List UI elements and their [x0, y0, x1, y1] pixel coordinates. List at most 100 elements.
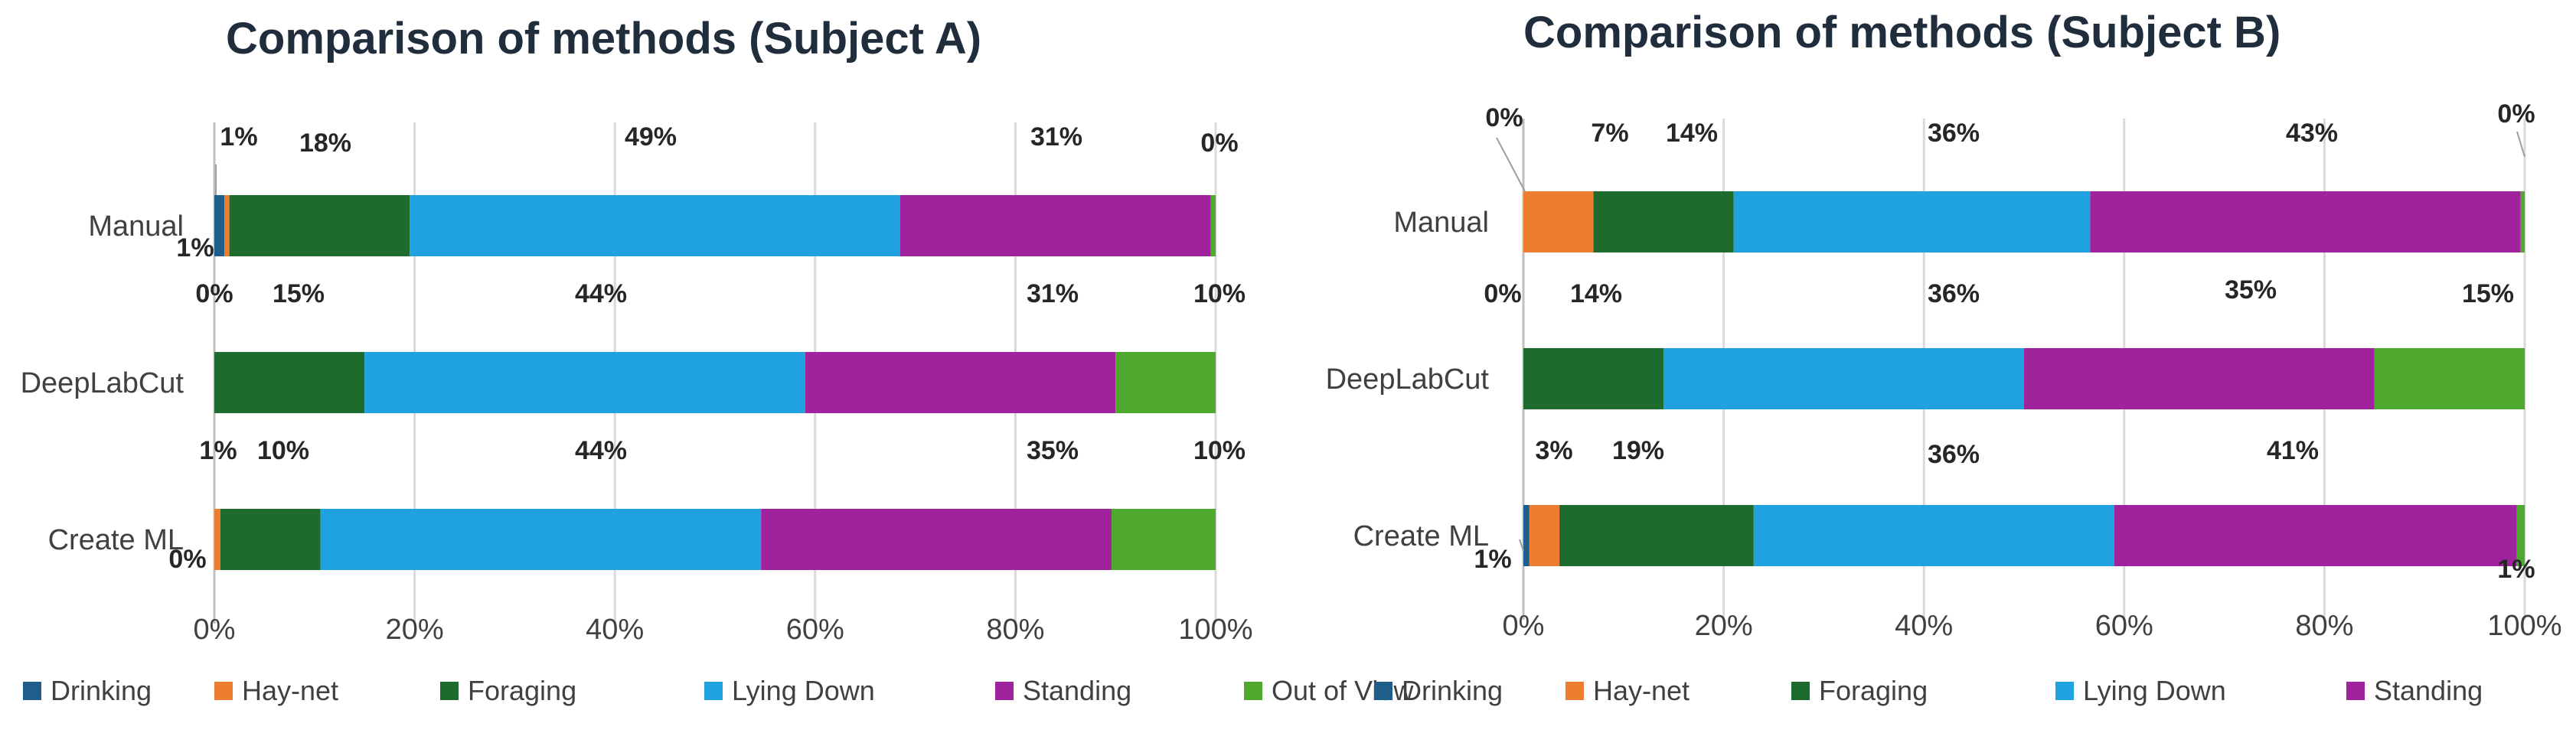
data-label: 15%: [273, 279, 325, 308]
chart-panel-subject-a: Comparison of methods (Subject A) 0% 20% 4…: [21, 14, 1415, 706]
bar-hay-net: [224, 195, 230, 256]
data-label: 31%: [1027, 279, 1079, 308]
chart-panel-subject-b: Comparison of methods (Subject B) 0% 20% 4…: [1326, 8, 2562, 706]
legend-swatch-drinking: [1374, 682, 1392, 700]
legend-label-foraging: Foraging: [1819, 675, 1928, 706]
legend-swatch-standing: [2346, 682, 2365, 700]
legend-label-drinking: Drinking: [1402, 675, 1503, 706]
x-tick-label: 100%: [1178, 614, 1252, 646]
x-tick-label: 60%: [2095, 610, 2153, 642]
data-label: 15%: [2462, 279, 2514, 308]
data-label: 35%: [2225, 275, 2277, 305]
bar-standing: [2114, 505, 2517, 566]
data-label: 0%: [1485, 103, 1523, 132]
data-label: 10%: [1193, 436, 1246, 465]
category-label: DeepLabCut: [21, 367, 184, 399]
bar-foraging: [1559, 505, 1754, 566]
bar-standing: [761, 509, 1112, 570]
data-label: 1%: [199, 436, 237, 465]
data-label: 10%: [257, 436, 309, 465]
data-label: 19%: [1612, 436, 1664, 465]
chart-title: Comparison of methods (Subject B): [1523, 8, 2281, 57]
legend-label-standing: Standing: [1023, 675, 1131, 706]
x-tick-label: 80%: [986, 614, 1044, 646]
legend-label-lying-down: Lying Down: [732, 675, 875, 706]
bar-drinking: [214, 195, 225, 256]
bar-lying-down: [1753, 505, 2114, 566]
category-label: Manual: [1393, 207, 1489, 239]
category-label: Manual: [88, 210, 184, 243]
data-label: 31%: [1030, 122, 1082, 151]
x-tick-label: 40%: [1895, 610, 1953, 642]
bar-foraging: [229, 195, 410, 256]
data-label: 0%: [2497, 99, 2535, 129]
bar-out-of-view: [2516, 505, 2525, 566]
data-label: 36%: [1928, 440, 1980, 469]
x-tick-label: 0%: [1503, 610, 1545, 642]
bar-lying-down: [1663, 348, 2024, 409]
x-tick-label: 80%: [2295, 610, 2353, 642]
bar-out-of-view: [1111, 509, 1216, 570]
legend-label-hay-net: Hay-net: [1593, 675, 1690, 706]
legend-swatch-hay-net: [214, 682, 233, 700]
bar-lying-down: [364, 352, 805, 413]
data-label: 41%: [2267, 436, 2319, 465]
bar-hay-net: [214, 509, 220, 570]
x-tick-label: 20%: [386, 614, 444, 646]
bar-standing: [2024, 348, 2375, 409]
category-label: Create ML: [48, 524, 184, 556]
chart-title: Comparison of methods (Subject A): [226, 14, 981, 64]
bar-foraging: [214, 352, 365, 413]
bar-foraging: [1593, 191, 1734, 252]
bar-drinking: [1523, 505, 1530, 566]
category-label: DeepLabCut: [1326, 363, 1490, 396]
data-label: 0%: [168, 545, 206, 574]
legend-swatch-lying-down: [704, 682, 723, 700]
data-label: 18%: [299, 129, 351, 158]
leader-line: [1519, 539, 1524, 552]
data-label: 49%: [625, 122, 677, 151]
x-tick-label: 0%: [194, 614, 236, 646]
legend-label-foraging: Foraging: [468, 675, 576, 706]
legend-swatch-out-of-view: [1244, 682, 1262, 700]
legend-swatch-foraging: [440, 682, 459, 700]
data-label: 43%: [2286, 119, 2338, 148]
data-label: 0%: [195, 279, 233, 308]
bar-lying-down: [320, 509, 762, 570]
x-tick-label: 60%: [786, 614, 844, 646]
data-label: 44%: [575, 279, 627, 308]
legend-label-hay-net: Hay-net: [242, 675, 338, 706]
data-label: 3%: [1535, 436, 1572, 465]
data-label: 0%: [1200, 129, 1238, 158]
bar-foraging: [1523, 348, 1664, 409]
bar-out-of-view: [2374, 348, 2525, 409]
legend-swatch-lying-down: [2055, 682, 2074, 700]
bar-lying-down: [410, 195, 900, 256]
legend-label-standing: Standing: [2374, 675, 2483, 706]
bar-hay-net: [1523, 191, 1594, 252]
legend-swatch-drinking: [23, 682, 41, 700]
x-tick-label: 100%: [2487, 610, 2561, 642]
bar-standing: [2090, 191, 2521, 252]
x-tick-label: 40%: [586, 614, 644, 646]
data-label: 14%: [1666, 119, 1718, 148]
data-label: 1%: [2497, 555, 2535, 584]
data-label: 7%: [1591, 119, 1628, 148]
category-label: Create ML: [1353, 520, 1489, 552]
legend-swatch-foraging: [1791, 682, 1810, 700]
bar-lying-down: [1733, 191, 2091, 252]
data-label: 44%: [575, 436, 627, 465]
bar-standing: [805, 352, 1116, 413]
data-label: 0%: [1484, 279, 1521, 308]
legend-label-lying-down: Lying Down: [2083, 675, 2226, 706]
data-label: 1%: [176, 233, 214, 262]
x-tick-label: 20%: [1695, 610, 1753, 642]
bar-standing: [899, 195, 1211, 256]
data-label: 10%: [1193, 279, 1246, 308]
bar-out-of-view: [1115, 352, 1216, 413]
bar-foraging: [220, 509, 321, 570]
data-label: 36%: [1928, 279, 1980, 308]
data-label: 35%: [1027, 436, 1079, 465]
